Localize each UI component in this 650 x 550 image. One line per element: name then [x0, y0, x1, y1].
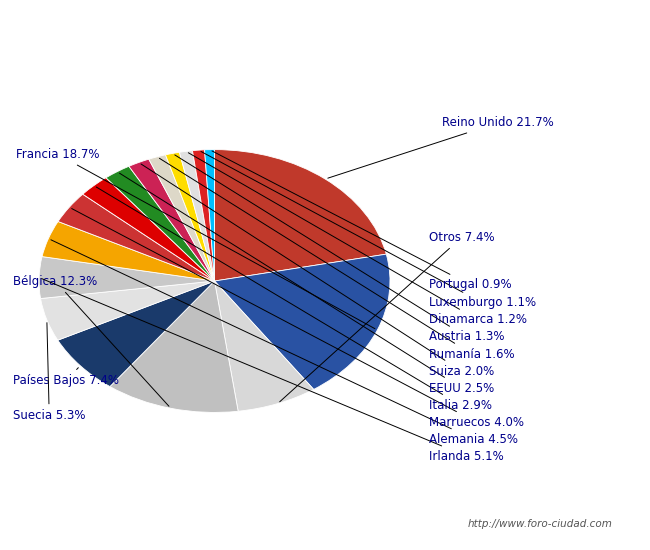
- Wedge shape: [39, 257, 214, 299]
- Text: Cuevas del Almanzora  -  Turistas extranjeros según país  -  Agosto de 2024: Cuevas del Almanzora - Turistas extranje…: [62, 19, 588, 34]
- Wedge shape: [42, 222, 214, 281]
- Text: Luxemburgo 1.1%: Luxemburgo 1.1%: [201, 151, 536, 310]
- Wedge shape: [214, 150, 386, 281]
- Text: Italia 2.9%: Italia 2.9%: [96, 187, 492, 411]
- Wedge shape: [110, 281, 238, 412]
- Text: Irlanda 5.1%: Irlanda 5.1%: [42, 279, 504, 463]
- Text: http://www.foro-ciudad.com: http://www.foro-ciudad.com: [468, 519, 613, 530]
- Text: Suiza 2.0%: Suiza 2.0%: [141, 164, 494, 377]
- Text: EEUU 2.5%: EEUU 2.5%: [120, 173, 494, 394]
- Wedge shape: [214, 281, 314, 411]
- Text: Dinamarca 1.2%: Dinamarca 1.2%: [188, 153, 527, 327]
- Text: Marruecos 4.0%: Marruecos 4.0%: [72, 208, 524, 428]
- Text: Portugal 0.9%: Portugal 0.9%: [212, 151, 512, 292]
- Wedge shape: [179, 151, 214, 281]
- Wedge shape: [192, 150, 214, 281]
- Text: Francia 18.7%: Francia 18.7%: [16, 148, 375, 329]
- Text: Rumanía 1.6%: Rumanía 1.6%: [159, 158, 515, 361]
- Wedge shape: [205, 150, 214, 281]
- Wedge shape: [58, 194, 214, 281]
- Wedge shape: [83, 178, 214, 281]
- Text: Suecia 5.3%: Suecia 5.3%: [13, 323, 86, 422]
- Text: Bélgica 12.3%: Bélgica 12.3%: [13, 274, 169, 406]
- Text: Reino Unido 21.7%: Reino Unido 21.7%: [328, 117, 554, 178]
- Wedge shape: [40, 281, 214, 340]
- Wedge shape: [166, 152, 214, 281]
- Text: Austria 1.3%: Austria 1.3%: [175, 155, 504, 344]
- Wedge shape: [106, 166, 214, 281]
- Wedge shape: [58, 281, 214, 387]
- Text: Países Bajos 7.4%: Países Bajos 7.4%: [13, 368, 119, 387]
- Wedge shape: [214, 254, 390, 389]
- Wedge shape: [149, 155, 214, 281]
- Text: Alemania 4.5%: Alemania 4.5%: [51, 240, 518, 446]
- Wedge shape: [129, 159, 214, 281]
- Text: Otros 7.4%: Otros 7.4%: [280, 230, 495, 402]
